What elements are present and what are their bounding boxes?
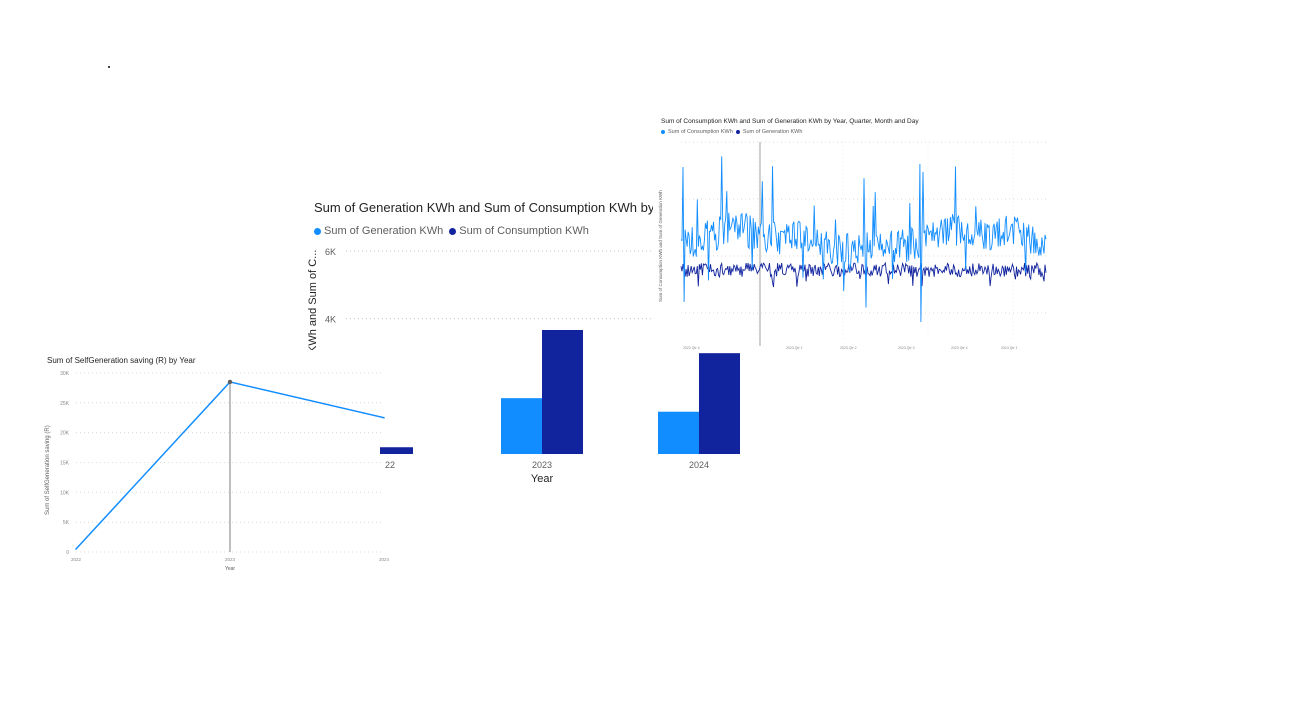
savings-y-tick-label: 25K (60, 401, 70, 407)
ts-legend-consumption-swatch (661, 130, 665, 134)
bar-chart-bars: 22 2023 2024 Year (380, 330, 740, 485)
bar-sum-of-consumption-kwh-2023 (542, 330, 583, 454)
timeseries-legend: Sum of Consumption KWh Sum of Generation… (661, 129, 802, 135)
ts-x-tick-label: 2023 Qtr 2 (840, 346, 857, 350)
ts-series-consumption (680, 156, 1047, 323)
ts-x-tick-label: 2022 Qtr 4 (683, 346, 700, 350)
savings-x-tick-label: 2024 (379, 557, 390, 562)
bar-x-tick-label: 2023 (532, 460, 552, 470)
bar-sum-of-generation-kwh-2023 (501, 398, 542, 454)
bar-y-tick-label: 6K (325, 247, 336, 257)
bar-sum-of-consumption-kwh-2024 (699, 353, 740, 454)
savings-chart-title: Sum of SelfGeneration saving (R) by Year (47, 356, 196, 365)
savings-point-2024 (383, 416, 385, 419)
bar-x-tick-label: 2024 (689, 460, 709, 470)
savings-x-axis-label: Year (225, 566, 235, 572)
bar-chart-gridlines: 4K 6K (325, 247, 653, 325)
savings-x-tick-label: 2022 (71, 557, 82, 562)
savings-x-tick-label: 2023 (225, 557, 236, 562)
legend-consumption-swatch (449, 227, 457, 235)
savings-y-tick-label: 15K (60, 461, 70, 467)
ts-legend-generation-label: Sum of Generation KWh (742, 129, 803, 135)
savings-point-2023 (227, 379, 233, 385)
savings-y-tick-label: 30K (60, 371, 70, 377)
ts-legend-consumption-label: Sum of Consumption KWh (668, 129, 733, 135)
savings-line-chart-panel[interactable]: Sum of SelfGeneration saving (R) by Year… (40, 350, 392, 580)
timeseries-plot: 2022 Qtr 4 2023 Qtr 1 2023 Qtr 2 2023 Qtr 3… (680, 141, 1047, 350)
legend-consumption-label: Sum of Consumption KWh (459, 225, 589, 237)
savings-y-tick-label: 5K (63, 520, 70, 526)
legend-generation-swatch (314, 227, 321, 235)
bar-chart-plot: 22 2023 2024 Year (380, 330, 750, 490)
ts-legend-generation-swatch (735, 130, 740, 134)
ts-x-tick-label: 2023 Qtr 4 (951, 346, 968, 350)
bar-legend: Sum of Generation KWh Sum of Consumption… (314, 225, 589, 237)
bar-x-tick-label: 22 (385, 460, 395, 470)
savings-line-plot: 0 5K 10K 15K 20K 25K 30K 2022 2023 2024 Year (60, 371, 390, 572)
savings-y-tick-label: 0 (66, 550, 69, 556)
savings-y-tick-label: 10K (60, 490, 70, 496)
bar-chart-title: Sum of Generation KWh and Sum of Consump… (314, 200, 653, 215)
ts-x-tick-label: 2024 Qtr 1 (1001, 346, 1018, 350)
bar-sum-of-generation-kwh-2024 (658, 411, 699, 454)
ts-x-tick-label: 2023 Qtr 3 (898, 346, 915, 350)
bar-y-tick-label: 4K (325, 315, 336, 325)
bar-x-axis-label: Year (531, 473, 554, 485)
ts-x-tick-label: 2023 Qtr 1 (786, 346, 803, 350)
ts-series-generation (680, 261, 1047, 288)
legend-generation-label: Sum of Generation KWh (324, 225, 444, 237)
savings-y-tick-label: 20K (60, 431, 70, 437)
daily-timeseries-chart-panel[interactable]: Sum of Consumption KWh and Sum of Genera… (653, 112, 1053, 355)
timeseries-chart-title: Sum of Consumption KWh and Sum of Genera… (661, 118, 919, 125)
bar-sum-of-consumption-kwh-2022 (380, 447, 413, 454)
stray-dot (108, 66, 110, 68)
savings-point-2022 (75, 548, 77, 550)
